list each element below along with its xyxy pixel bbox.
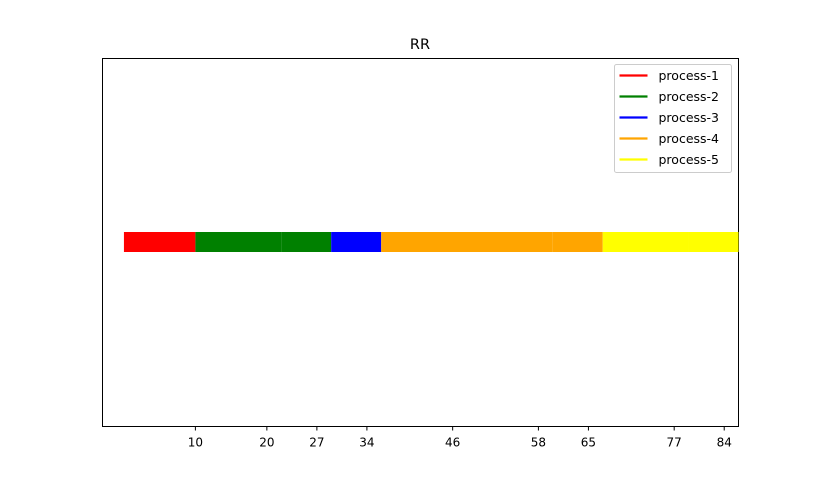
x-tick-label: 27 [309, 436, 324, 450]
bar-segment-process-3-3 [331, 232, 382, 252]
x-tick-label: 58 [531, 436, 546, 450]
bars-group [123, 232, 739, 252]
bar-segment-process-5-7 [688, 232, 739, 252]
bar-segment-process-1-0 [123, 232, 196, 252]
legend-label-process-1: process-1 [659, 68, 720, 83]
legend-label-process-3: process-3 [659, 110, 720, 125]
legend: process-1 process-2 process-3 process-4 proc… [614, 64, 732, 173]
legend-label-process-4: process-4 [659, 131, 720, 146]
x-tick-label: 34 [359, 436, 374, 450]
bar-segment-process-2-2 [281, 232, 332, 252]
chart-title: RR [410, 37, 430, 53]
legend-box [614, 64, 732, 173]
bar-segment-process-4-4 [381, 232, 553, 252]
legend-label-process-2: process-2 [659, 89, 720, 104]
bar-segment-process-2-1 [195, 232, 282, 252]
bar-segment-process-4-5 [552, 232, 603, 252]
legend-label-process-5: process-5 [659, 152, 720, 167]
x-tick-label: 10 [188, 436, 203, 450]
x-tick-label: 46 [445, 436, 460, 450]
x-tick-label: 20 [259, 436, 274, 450]
bar-segment-process-5-6 [602, 232, 689, 252]
x-tick-label: 84 [717, 436, 732, 450]
x-axis: 10 20 27 34 46 58 65 77 84 [188, 426, 732, 450]
x-tick-label: 65 [581, 436, 596, 450]
x-tick-label: 77 [667, 436, 682, 450]
